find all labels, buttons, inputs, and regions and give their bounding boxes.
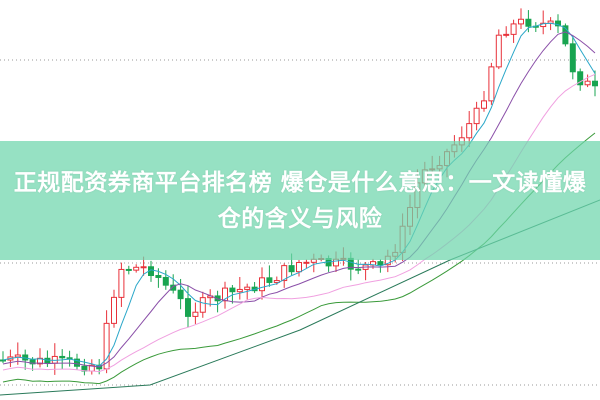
- candle-up: [466, 123, 473, 139]
- title-banner: 正规配资券商平台排名榜 爆仓是什么意思：一文读懂爆仓的含义与风险: [0, 141, 600, 260]
- candle-up: [244, 286, 251, 290]
- candle-up: [140, 266, 147, 269]
- candle-up: [503, 33, 510, 36]
- candle-down: [125, 268, 132, 271]
- candle-up: [281, 265, 288, 282]
- candle-up: [473, 107, 480, 125]
- candle-down: [59, 355, 66, 359]
- candle-down: [288, 265, 295, 273]
- candle-down: [29, 359, 36, 365]
- candle-up: [111, 296, 117, 324]
- candle-down: [155, 275, 162, 278]
- candle-down: [555, 20, 561, 27]
- candle-up: [296, 262, 302, 273]
- candle-down: [562, 25, 569, 45]
- candle-up: [259, 277, 265, 292]
- candle-down: [162, 276, 169, 286]
- candle-down: [177, 289, 184, 300]
- moving-average-line: [2, 31, 596, 368]
- candle-down: [266, 277, 273, 283]
- candle-up: [118, 268, 125, 298]
- candle-down: [355, 268, 362, 271]
- candle-up: [303, 261, 310, 264]
- candle-down: [74, 358, 80, 367]
- candle-up: [236, 288, 243, 293]
- candle-up: [510, 23, 517, 35]
- candle-up: [518, 18, 524, 25]
- candle-down: [377, 261, 384, 266]
- candle-up: [481, 100, 487, 109]
- candle-up: [333, 258, 339, 267]
- candle-up: [273, 280, 280, 283]
- candle-down: [577, 71, 584, 86]
- candle-up: [199, 297, 206, 313]
- candle-up: [488, 66, 495, 102]
- candle-down: [525, 18, 532, 27]
- candle-up: [133, 266, 140, 271]
- candle-down: [185, 298, 191, 317]
- candle-down: [569, 43, 576, 73]
- candle-up: [495, 34, 502, 68]
- candle-down: [170, 284, 177, 291]
- candle-up: [37, 357, 43, 365]
- candle-up: [584, 80, 591, 86]
- candle-down: [229, 287, 236, 293]
- candle-up: [192, 311, 199, 317]
- candle-down: [592, 80, 598, 87]
- article-title: 正规配资券商平台排名榜 爆仓是什么意思：一文读懂爆仓的含义与风险: [13, 169, 587, 232]
- candle-down: [44, 357, 51, 364]
- moving-average-line: [2, 22, 596, 367]
- candle-up: [14, 354, 21, 358]
